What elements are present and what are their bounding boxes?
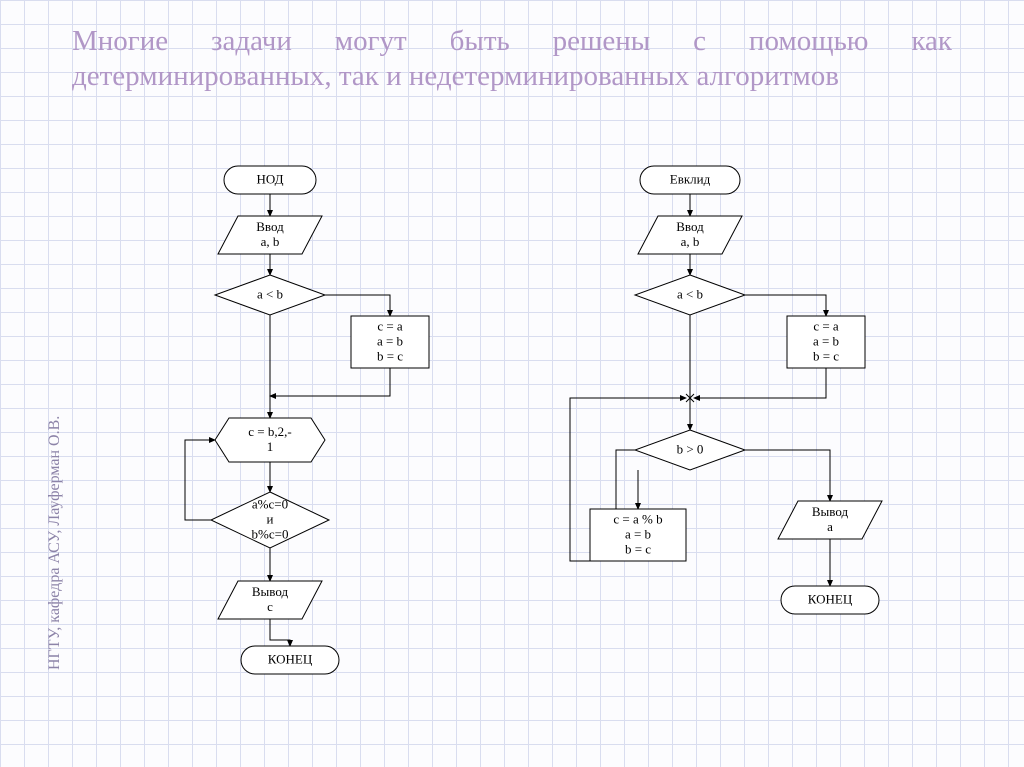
left-input: Вводa, b (218, 216, 322, 254)
svg-text:b%c=0: b%c=0 (252, 527, 289, 542)
svg-text:a, b: a, b (261, 234, 280, 249)
right-cond2: b > 0 (635, 430, 745, 470)
right-edge-cond1-swap (745, 295, 826, 316)
right-end: КОНЕЦ (781, 586, 879, 614)
right-cond1: a < b (635, 275, 745, 315)
left-edge-cond2-loopback (185, 440, 215, 520)
left-loop: c = b,2,-1 (215, 418, 325, 462)
right-swap: c = aa = bb = c (787, 316, 865, 368)
right-start: Евклид (640, 166, 740, 194)
svg-text:a < b: a < b (677, 287, 703, 302)
svg-text:Вывод: Вывод (812, 504, 849, 519)
left-start: НОД (224, 166, 316, 194)
svg-text:a, b: a, b (681, 234, 700, 249)
svg-text:b = c: b = c (377, 349, 403, 364)
svg-text:НОД: НОД (257, 172, 284, 187)
svg-text:КОНЕЦ: КОНЕЦ (808, 592, 853, 607)
left-cond2: a%c=0иb%c=0 (211, 492, 329, 548)
svg-text:a = b: a = b (813, 334, 839, 349)
right-proc: c = a % ba = bb = c (590, 509, 686, 561)
svg-text:b > 0: b > 0 (677, 442, 704, 457)
left-output: Выводc (218, 581, 322, 619)
svg-text:c = a: c = a (813, 319, 839, 334)
right-edge-cond2-output (745, 450, 830, 501)
svg-text:a = b: a = b (625, 527, 651, 542)
svg-text:Евклид: Евклид (670, 172, 711, 187)
svg-text:a = b: a = b (377, 334, 403, 349)
left-swap: c = aa = bb = c (351, 316, 429, 368)
svg-text:Вывод: Вывод (252, 584, 289, 599)
svg-text:b = c: b = c (813, 349, 839, 364)
svg-text:и: и (267, 512, 274, 527)
right-edge-swap-merge1 (694, 368, 826, 398)
left-edge-output-end (270, 619, 290, 646)
flowchart-canvas: НОДВводa, ba < bc = aa = bb = cc = b,2,-… (0, 0, 1024, 767)
svg-text:a: a (827, 519, 833, 534)
svg-text:a < b: a < b (257, 287, 283, 302)
left-cond1: a < b (215, 275, 325, 315)
left-edge-cond1-swap (325, 295, 390, 316)
right-input: Вводa, b (638, 216, 742, 254)
left-end: КОНЕЦ (241, 646, 339, 674)
svg-text:Ввод: Ввод (676, 219, 704, 234)
left-edge-swap-merge1 (270, 368, 390, 396)
svg-text:Ввод: Ввод (256, 219, 284, 234)
svg-text:c = a % b: c = a % b (613, 512, 662, 527)
svg-text:b = c: b = c (625, 542, 651, 557)
svg-text:a%c=0: a%c=0 (252, 497, 288, 512)
svg-text:КОНЕЦ: КОНЕЦ (268, 652, 313, 667)
right-output: Выводa (778, 501, 882, 539)
svg-text:1: 1 (267, 439, 274, 454)
svg-text:c = a: c = a (377, 319, 403, 334)
svg-text:c: c (267, 599, 273, 614)
svg-text:c = b,2,-: c = b,2,- (248, 424, 291, 439)
